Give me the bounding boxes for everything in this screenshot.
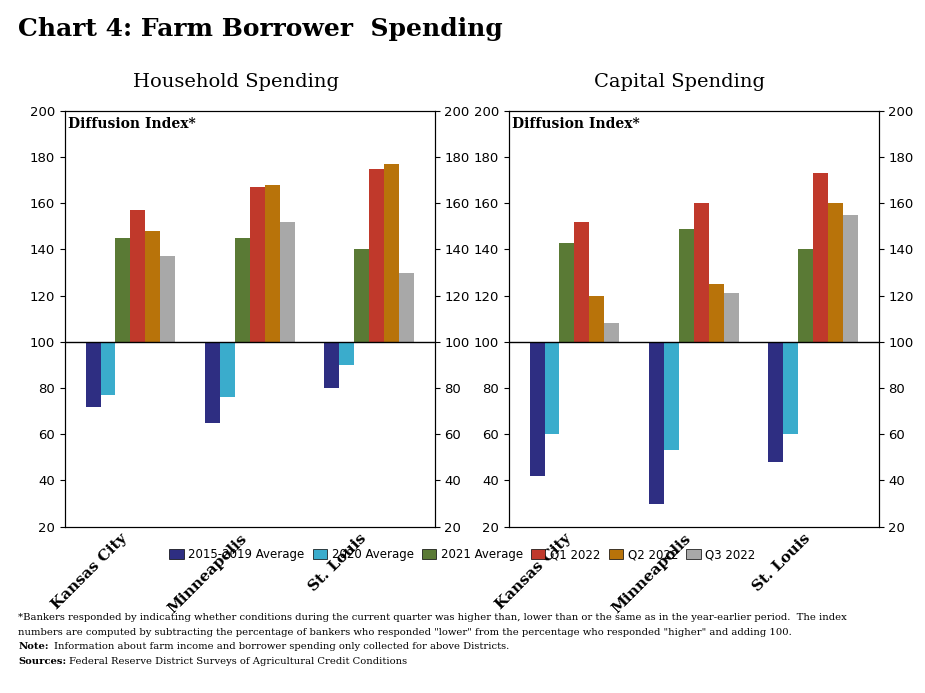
Bar [679, 229, 694, 342]
Bar [694, 203, 709, 342]
Bar [709, 284, 723, 342]
Bar [560, 243, 574, 342]
Bar [783, 342, 798, 435]
Bar [86, 342, 101, 407]
Bar [339, 342, 354, 365]
Text: Household Spending: Household Spending [133, 73, 339, 91]
Bar [160, 256, 175, 342]
Bar [399, 272, 413, 342]
Bar [664, 342, 679, 450]
Bar [384, 164, 399, 342]
Bar [116, 238, 130, 342]
Bar [325, 342, 339, 388]
Bar [530, 342, 545, 476]
Text: Diffusion Index*: Diffusion Index* [68, 117, 196, 131]
Bar [723, 293, 738, 342]
Bar [145, 231, 160, 342]
Bar [250, 187, 265, 342]
Bar [545, 342, 560, 435]
Text: Chart 4: Farm Borrower  Spending: Chart 4: Farm Borrower Spending [18, 17, 503, 42]
Bar [798, 249, 813, 342]
Bar [369, 168, 384, 342]
Bar [604, 324, 619, 342]
Bar [220, 342, 235, 397]
Bar [813, 173, 828, 342]
Bar [101, 342, 116, 395]
Bar [828, 203, 843, 342]
Bar [279, 222, 294, 342]
Text: numbers are computed by subtracting the percentage of bankers who responded "low: numbers are computed by subtracting the … [18, 628, 792, 637]
Text: Capital Spending: Capital Spending [595, 73, 765, 91]
Bar [205, 342, 220, 423]
Text: Information about farm income and borrower spending only collected for above Dis: Information about farm income and borrow… [54, 642, 509, 651]
Bar [130, 210, 145, 342]
Text: Diffusion Index*: Diffusion Index* [512, 117, 640, 131]
Text: *Bankers responded by indicating whether conditions during the current quarter w: *Bankers responded by indicating whether… [18, 613, 847, 622]
Text: Federal Reserve District Surveys of Agricultural Credit Conditions: Federal Reserve District Surveys of Agri… [69, 657, 408, 666]
Text: Sources:: Sources: [18, 657, 67, 666]
Bar [589, 296, 604, 342]
Text: Note:: Note: [18, 642, 49, 651]
Legend: 2015-2019 Average, 2020 Average, 2021 Average, Q1 2022, Q2 2022, Q3 2022: 2015-2019 Average, 2020 Average, 2021 Av… [165, 543, 760, 565]
Bar [265, 185, 279, 342]
Bar [843, 215, 857, 342]
Bar [235, 238, 250, 342]
Bar [649, 342, 664, 504]
Bar [354, 249, 369, 342]
Bar [574, 222, 589, 342]
Bar [769, 342, 783, 462]
